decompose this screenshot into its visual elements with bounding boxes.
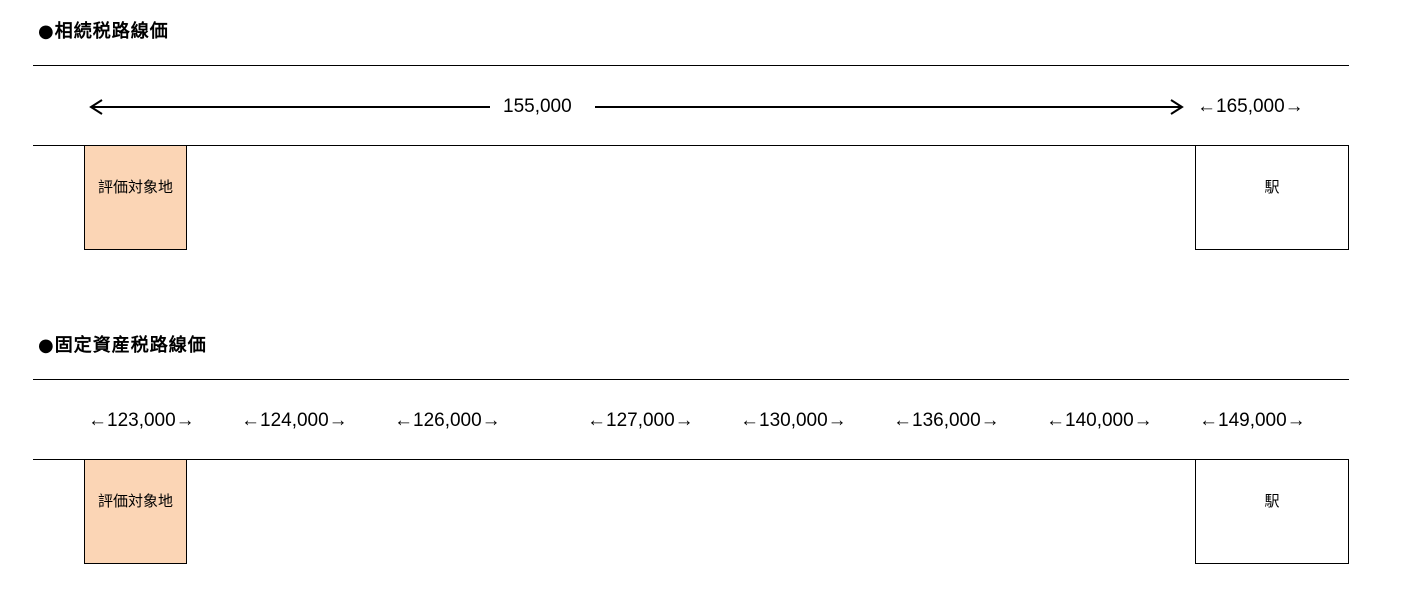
road-edge-bottom bbox=[33, 459, 1349, 460]
price-label: ←123,000→ bbox=[88, 410, 195, 431]
subject-label: 評価対象地 bbox=[97, 178, 173, 196]
price-label: ←127,000→ bbox=[587, 410, 694, 431]
price-label: ←124,000→ bbox=[241, 410, 348, 431]
section-title-fixed-asset: ●固定資産税路線価 bbox=[38, 335, 207, 356]
road-edge-top bbox=[33, 379, 1349, 380]
station-label: 駅 bbox=[1264, 492, 1280, 510]
section-title-inheritance: ●相続税路線価 bbox=[38, 21, 169, 42]
subject-land: 評価対象地 bbox=[84, 145, 187, 250]
price-label: ←130,000→ bbox=[740, 410, 847, 431]
price-label: ←126,000→ bbox=[394, 410, 501, 431]
price-label: ←149,000→ bbox=[1199, 410, 1306, 431]
subject-land: 評価対象地 bbox=[84, 459, 187, 564]
road-edge-top bbox=[33, 65, 1349, 66]
span-arrow bbox=[89, 99, 1184, 115]
price-label: ←136,000→ bbox=[893, 410, 1000, 431]
station: 駅 bbox=[1195, 145, 1349, 250]
station: 駅 bbox=[1195, 459, 1349, 564]
station-label: 駅 bbox=[1264, 178, 1280, 196]
road-edge-bottom bbox=[33, 145, 1349, 146]
price-label: ←140,000→ bbox=[1046, 410, 1153, 431]
span-price: 155,000 bbox=[503, 96, 572, 117]
subject-label: 評価対象地 bbox=[97, 492, 173, 510]
price-label: ←165,000→ bbox=[1197, 96, 1304, 117]
